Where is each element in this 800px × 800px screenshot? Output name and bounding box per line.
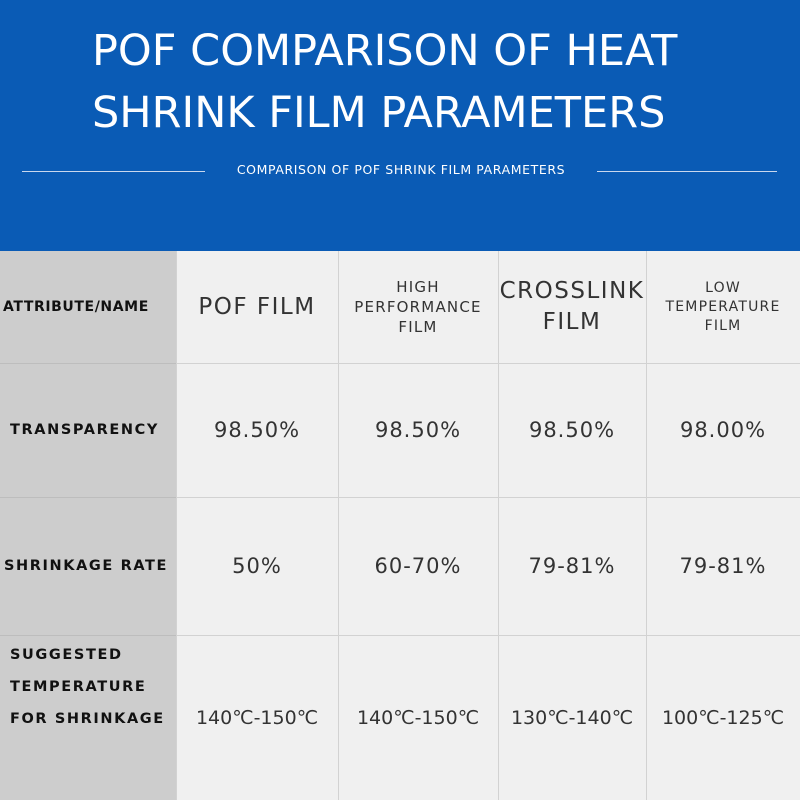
column-divider (176, 251, 177, 800)
header-label: FILM (542, 309, 602, 335)
cell-value: 130℃-140℃ (510, 706, 634, 729)
column-divider (498, 251, 499, 800)
subtitle-bar: COMPARISON OF POF SHRINK FILM PARAMETERS (0, 160, 800, 184)
row-divider (0, 635, 176, 636)
table-cell: 140℃-150℃ (338, 635, 498, 800)
row-label: FOR SHRINKAGE (10, 711, 165, 727)
row-label: TEMPERATURE (10, 679, 147, 695)
table-cell: 100℃-125℃ (646, 635, 800, 800)
row-label-shrinkage-rate: SHRINKAGE RATE (0, 497, 176, 635)
subtitle-divider-right (597, 171, 777, 172)
table-cell: 98.00% (646, 363, 800, 497)
header-label: FILM (704, 317, 742, 334)
row-label: TRANSPARENCY (10, 422, 159, 438)
header-label: CROSSLINK (499, 278, 645, 304)
row-divider (176, 497, 800, 498)
table-cell: 79-81% (498, 497, 646, 635)
cell-value: 98.50% (528, 418, 616, 442)
header-label: LOW (705, 279, 741, 296)
row-divider (176, 635, 800, 636)
cell-value: 140℃-150℃ (356, 706, 480, 729)
cell-value: 140℃-150℃ (195, 706, 319, 729)
header-cell-high-performance-film: HIGH PERFORMANCE FILM (338, 251, 498, 363)
header-cell-low-temperature-film: LOW TEMPERATURE FILM (646, 251, 800, 363)
table-cell: 140℃-150℃ (176, 635, 338, 800)
table-cell: 98.50% (176, 363, 338, 497)
cell-value: 98.50% (213, 418, 301, 442)
cell-value: 50% (232, 554, 282, 578)
title-line-2: SHRINK FILM PARAMETERS (92, 88, 666, 138)
table-cell: 98.50% (338, 363, 498, 497)
subtitle: COMPARISON OF POF SHRINK FILM PARAMETERS (236, 162, 566, 177)
header-cell-pof-film: POF FILM (176, 251, 338, 363)
page-title: POF COMPARISON OF HEAT SHRINK FILM PARAM… (92, 20, 792, 144)
cell-value: 79-81% (528, 554, 616, 578)
header-cell-crosslink-film: CROSSLINK FILM (498, 251, 646, 363)
table-cell: 60-70% (338, 497, 498, 635)
header-label: PERFORMANCE (354, 298, 482, 316)
row-label: SHRINKAGE RATE (4, 558, 169, 574)
header-label: TEMPERATURE (665, 298, 781, 315)
column-divider (338, 251, 339, 800)
row-label-transparency: TRANSPARENCY (0, 363, 176, 497)
header-banner: POF COMPARISON OF HEAT SHRINK FILM PARAM… (0, 0, 800, 251)
header-label: POF FILM (198, 293, 316, 320)
header-label: ATTRIBUTE/NAME (3, 299, 149, 315)
cell-value: 98.00% (679, 418, 767, 442)
cell-value: 100℃-125℃ (661, 706, 785, 729)
header-cell-attribute: ATTRIBUTE/NAME (0, 251, 176, 363)
header-label: HIGH (396, 278, 440, 296)
header-label: FILM (398, 318, 438, 336)
row-divider (0, 363, 176, 364)
table-cell: 98.50% (498, 363, 646, 497)
table-cell: 130℃-140℃ (498, 635, 646, 800)
row-label-suggested-temperature: SUGGESTED TEMPERATURE FOR SHRINKAGE (0, 635, 176, 800)
row-divider (0, 497, 176, 498)
cell-value: 60-70% (374, 554, 462, 578)
table-cell: 79-81% (646, 497, 800, 635)
table-cell: 50% (176, 497, 338, 635)
row-divider (176, 363, 800, 364)
cell-value: 98.50% (374, 418, 462, 442)
title-line-1: POF COMPARISON OF HEAT (92, 26, 678, 76)
cell-value: 79-81% (679, 554, 767, 578)
row-label: SUGGESTED (10, 647, 123, 663)
column-divider (646, 251, 647, 800)
comparison-table: ATTRIBUTE/NAME POF FILM HIGH PERFORMANCE… (0, 251, 800, 800)
subtitle-divider-left (22, 171, 205, 172)
